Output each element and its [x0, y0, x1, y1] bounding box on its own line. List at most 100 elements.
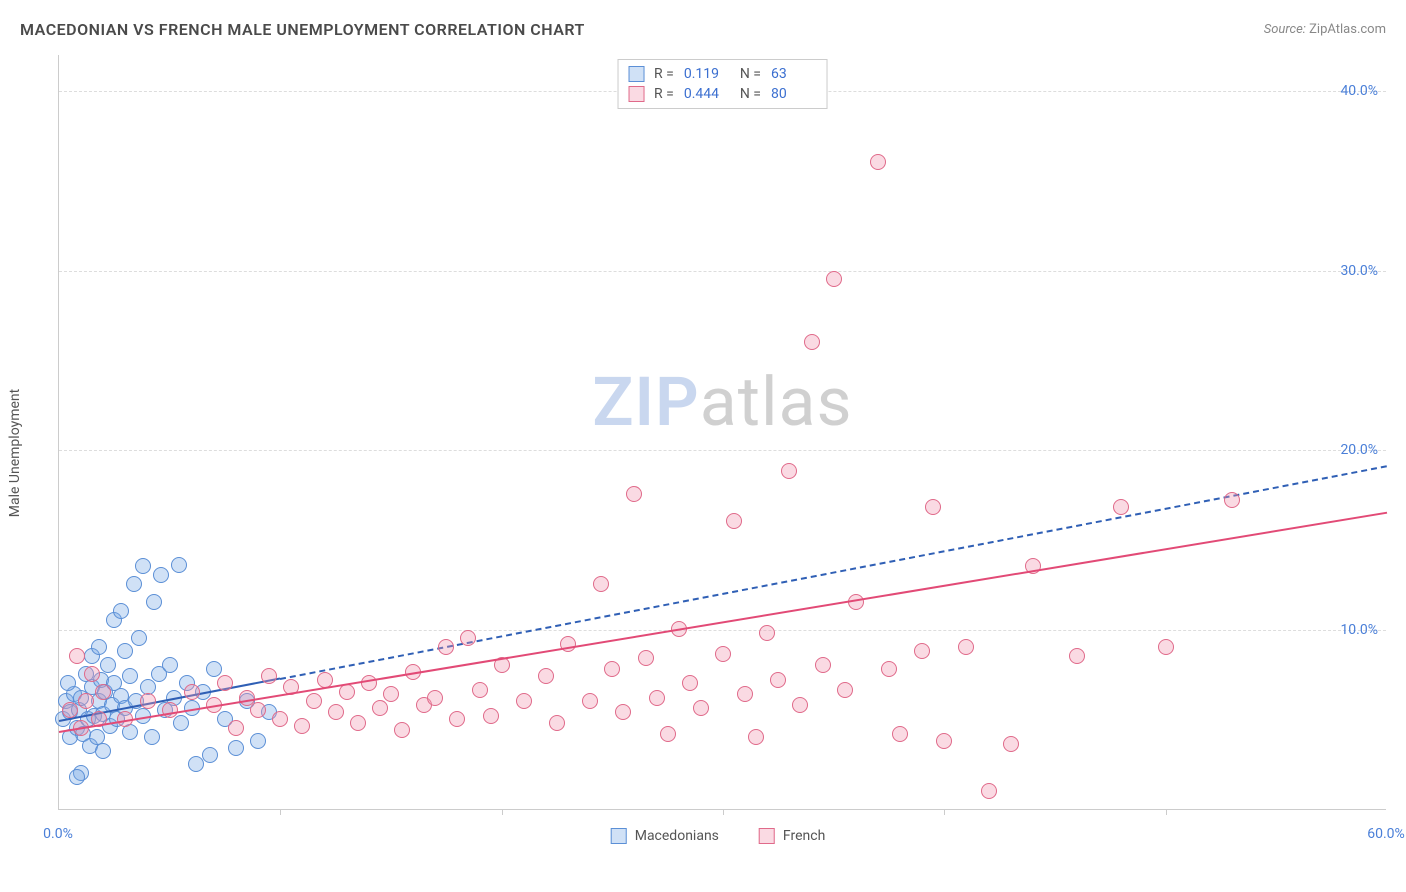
y-tick-label: 30.0%	[1340, 263, 1378, 279]
point-french	[682, 675, 698, 691]
point-french	[84, 666, 100, 682]
point-french	[638, 650, 654, 666]
x-tick-label: 60.0%	[1367, 826, 1405, 842]
legend-stats-row-french: R =0.444N =80	[628, 84, 817, 104]
point-french	[69, 648, 85, 664]
n-label: N =	[740, 86, 761, 102]
point-french	[936, 733, 952, 749]
n-value-french: 80	[771, 86, 817, 102]
point-french	[228, 720, 244, 736]
source-label: Source:	[1264, 22, 1306, 37]
point-french	[383, 686, 399, 702]
point-french	[184, 684, 200, 700]
point-french	[449, 711, 465, 727]
point-macedonians	[100, 657, 116, 673]
point-french	[538, 668, 554, 684]
r-label: R =	[654, 66, 674, 82]
point-french	[660, 726, 676, 742]
point-macedonians	[135, 558, 151, 574]
n-value-macedonians: 63	[771, 66, 817, 82]
point-macedonians	[95, 743, 111, 759]
plot-region: ZIPatlas R =0.119N =63R =0.444N =80 10.0…	[58, 55, 1386, 810]
r-value-macedonians: 0.119	[684, 66, 730, 82]
point-french	[261, 668, 277, 684]
y-tick-label: 40.0%	[1340, 83, 1378, 99]
source-name: ZipAtlas.com	[1309, 22, 1386, 37]
point-french	[981, 783, 997, 799]
point-french	[1224, 492, 1240, 508]
trendline-french-solid	[59, 512, 1387, 733]
legend-label-macedonians: Macedonians	[635, 828, 719, 844]
point-french	[804, 334, 820, 350]
point-french	[250, 702, 266, 718]
point-macedonians	[171, 557, 187, 573]
point-french	[925, 499, 941, 515]
point-french	[737, 686, 753, 702]
point-french	[1158, 639, 1174, 655]
point-french	[62, 702, 78, 718]
point-french	[372, 700, 388, 716]
point-french	[881, 661, 897, 677]
point-macedonians	[173, 715, 189, 731]
point-french	[715, 646, 731, 662]
point-french	[958, 639, 974, 655]
point-french	[483, 708, 499, 724]
point-macedonians	[113, 603, 129, 619]
y-tick-label: 20.0%	[1340, 442, 1378, 458]
point-french	[815, 657, 831, 673]
point-french	[339, 684, 355, 700]
x-tick	[1166, 809, 1167, 815]
point-macedonians	[60, 675, 76, 691]
watermark-part2: atlas	[700, 362, 853, 442]
x-tick	[280, 809, 281, 815]
point-macedonians	[91, 639, 107, 655]
point-macedonians	[228, 740, 244, 756]
header: MACEDONIAN VS FRENCH MALE UNEMPLOYMENT C…	[20, 20, 1386, 39]
r-value-french: 0.444	[684, 86, 730, 102]
point-macedonians	[206, 661, 222, 677]
legend-bottom: Macedonians French	[611, 828, 826, 844]
point-french	[1113, 499, 1129, 515]
point-french	[1003, 736, 1019, 752]
point-french	[217, 675, 233, 691]
point-french	[516, 693, 532, 709]
point-french	[306, 693, 322, 709]
swatch-french	[628, 86, 644, 102]
point-french	[593, 576, 609, 592]
point-macedonians	[162, 657, 178, 673]
legend-stats: R =0.119N =63R =0.444N =80	[617, 59, 828, 109]
point-macedonians	[153, 567, 169, 583]
point-macedonians	[117, 643, 133, 659]
point-french	[770, 672, 786, 688]
point-french	[582, 693, 598, 709]
swatch-french	[759, 828, 775, 844]
point-french	[914, 643, 930, 659]
point-french	[693, 700, 709, 716]
legend-label-french: French	[783, 828, 825, 844]
gridline	[59, 271, 1386, 272]
point-french	[427, 690, 443, 706]
point-french	[460, 630, 476, 646]
point-french	[1069, 648, 1085, 664]
point-french	[438, 639, 454, 655]
x-tick-label: 0.0%	[43, 826, 73, 842]
point-french	[759, 625, 775, 641]
point-french	[361, 675, 377, 691]
point-french	[826, 271, 842, 287]
point-french	[792, 697, 808, 713]
source: Source: ZipAtlas.com	[1264, 22, 1386, 37]
x-tick	[502, 809, 503, 815]
point-french	[328, 704, 344, 720]
point-macedonians	[146, 594, 162, 610]
point-french	[350, 715, 366, 731]
watermark-part1: ZIP	[592, 362, 699, 442]
point-french	[78, 693, 94, 709]
point-french	[649, 690, 665, 706]
swatch-macedonians	[611, 828, 627, 844]
point-french	[604, 661, 620, 677]
point-french	[272, 711, 288, 727]
gridline	[59, 630, 1386, 631]
point-french	[140, 693, 156, 709]
y-tick-label: 10.0%	[1340, 622, 1378, 638]
point-french	[892, 726, 908, 742]
